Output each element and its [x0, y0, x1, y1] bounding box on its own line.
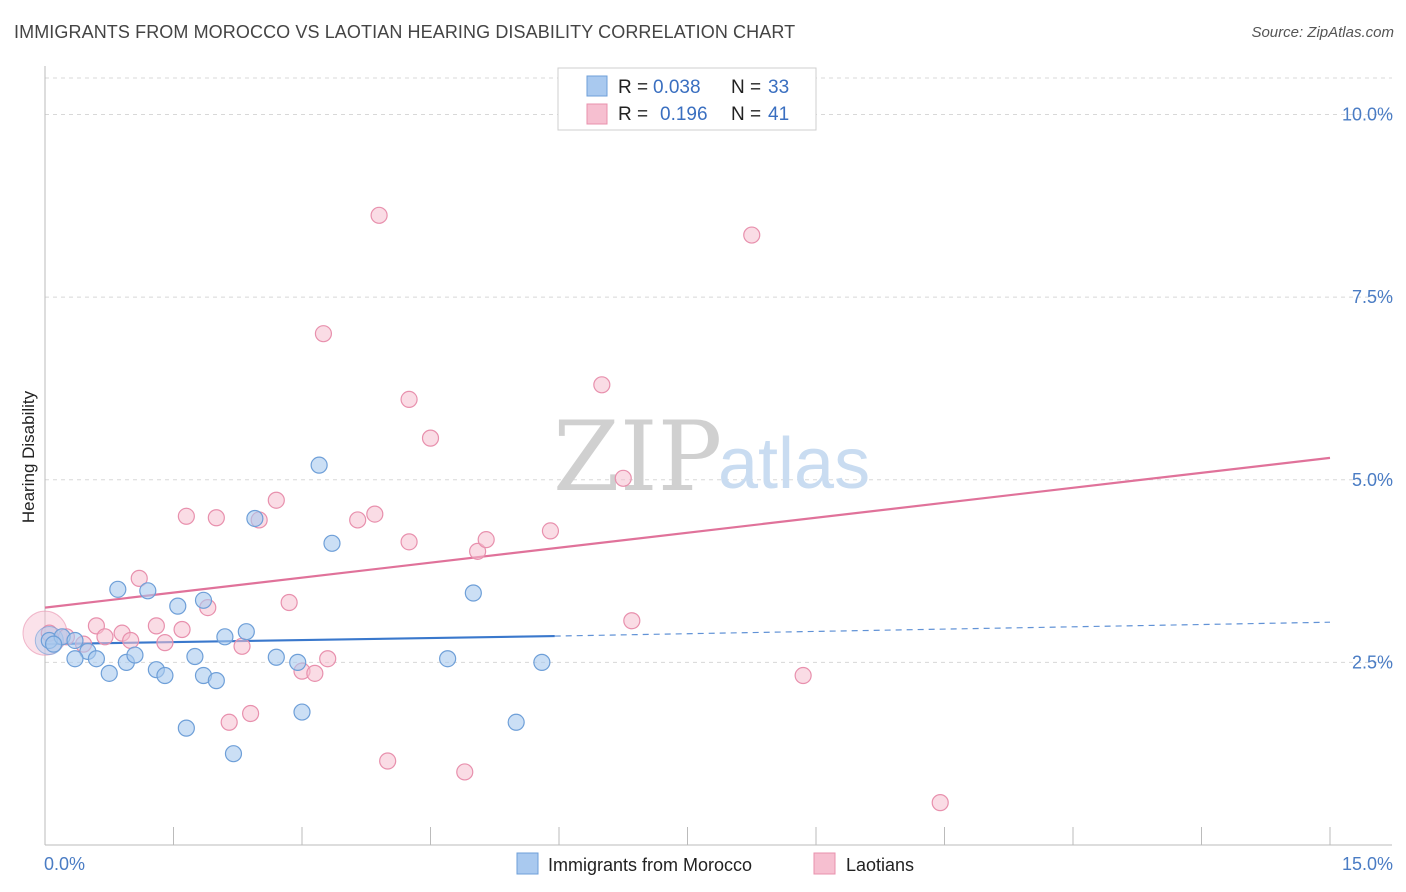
y-tick-label-3: 10.0% [1342, 105, 1393, 125]
bottom-legend-label-pink: Laotians [846, 855, 914, 875]
legend-r-value-2: 0.196 [660, 104, 708, 125]
laotians-point-8 [147, 617, 165, 635]
laotians-point-14 [220, 713, 238, 731]
laotians-point-27 [379, 752, 397, 770]
watermark: ZIP atlas [553, 401, 870, 513]
laotians-point-26 [370, 206, 388, 224]
y-tick-label-1: 5.0% [1352, 470, 1393, 490]
legend-n-value-2: 41 [768, 104, 789, 125]
legend-swatch-pink [586, 103, 608, 125]
legend-r-label-2: R = [618, 104, 648, 125]
laotians-point-29 [400, 390, 418, 409]
laotians-point-38 [743, 226, 761, 244]
y-axis-title: Hearing Disability [19, 390, 38, 523]
morocco-point-10 [139, 582, 157, 600]
bottom-legend-label-blue: Immigrants from Morocco [548, 855, 752, 875]
laotians-point-19 [280, 593, 298, 612]
morocco-point-17 [216, 628, 234, 646]
watermark-zip: ZIP [553, 401, 722, 513]
morocco-point-19 [224, 745, 243, 763]
legend-r-value-1: 0.038 [653, 77, 701, 98]
legend-n-value-1: 33 [768, 77, 789, 98]
morocco-point-7 [109, 580, 127, 598]
laotians-point-13 [207, 509, 225, 527]
laotians-point-39 [794, 666, 812, 685]
bottom-legend-swatch-blue [516, 852, 539, 875]
laotians-trend-line [44, 456, 1331, 609]
morocco-point-28 [439, 650, 457, 668]
laotians-point-7 [130, 569, 148, 587]
laotians-point-22 [319, 650, 337, 668]
morocco-point-29 [464, 584, 482, 602]
morocco-point-2 [66, 631, 84, 650]
morocco-point-24 [289, 653, 307, 671]
morocco-point-25 [293, 703, 311, 721]
laotians-point-23 [314, 325, 333, 343]
morocco-point-4 [87, 650, 106, 668]
morocco-trend-extension [554, 621, 1331, 637]
morocco-points [34, 456, 551, 763]
bottom-legend-swatch-pink [813, 852, 836, 875]
morocco-point-26 [310, 456, 328, 474]
laotians-point-21 [306, 664, 324, 682]
morocco-point-22 [246, 509, 264, 528]
morocco-point-18 [177, 719, 195, 737]
laotians-point-6 [122, 631, 140, 650]
y-tick-label-2: 7.5% [1352, 287, 1393, 307]
laotians-point-30 [421, 429, 440, 447]
legend-n-label-2: N = [731, 104, 761, 125]
morocco-point-32 [44, 635, 63, 653]
watermark-atlas: atlas [718, 424, 870, 504]
morocco-point-21 [237, 623, 255, 641]
morocco-point-14 [186, 647, 204, 666]
source-label: Source: ZipAtlas.com [1251, 24, 1394, 41]
morocco-point-30 [533, 653, 551, 671]
morocco-point-6 [100, 664, 118, 682]
laotians-point-15 [233, 637, 251, 655]
laotians-point-33 [477, 531, 495, 549]
laotians-point-40 [931, 794, 949, 812]
laotians-point-36 [614, 469, 632, 487]
laotians-point-9 [156, 634, 174, 652]
laotians-point-16 [242, 704, 260, 723]
laotians-point-37 [623, 612, 641, 630]
morocco-point-13 [169, 597, 187, 615]
morocco-point-31 [507, 713, 525, 731]
laotians-point-32 [469, 542, 487, 560]
laotians-point-10 [173, 620, 191, 639]
laotians-point-11 [177, 507, 195, 525]
bottom-legend: Immigrants from Morocco Laotians [516, 852, 914, 875]
grid [45, 77, 1392, 663]
legend-n-label-1: N = [731, 77, 761, 98]
y-tick-label-0: 2.5% [1352, 652, 1393, 672]
axes [44, 66, 1392, 846]
tick-labels: 2.5% 5.0% 7.5% 10.0% 0.0% 15.0% [44, 105, 1393, 874]
morocco-point-27 [323, 534, 341, 552]
morocco-point-23 [267, 648, 285, 666]
laotians-point-34 [541, 522, 560, 540]
chart-title: IMMIGRANTS FROM MOROCCO VS LAOTIAN HEARI… [14, 22, 796, 42]
morocco-point-5 [66, 650, 84, 668]
laotians-point-31 [456, 763, 474, 781]
morocco-point-12 [156, 666, 174, 685]
legend-swatch-blue [586, 75, 608, 97]
morocco-point-16 [207, 672, 225, 690]
laotians-point-24 [349, 511, 367, 529]
laotians-point-25 [366, 505, 384, 523]
laotians-point-18 [267, 491, 285, 509]
legend-r-label-1: R = [618, 77, 648, 98]
x-tick-label-1: 15.0% [1342, 854, 1393, 874]
x-tick-label-0: 0.0% [44, 854, 85, 874]
morocco-point-9 [126, 646, 144, 664]
laotians-point-35 [593, 376, 611, 394]
laotians-point-4 [96, 628, 114, 646]
laotians-points [22, 206, 949, 812]
legend: R = 0.038 N = 33 R = 0.196 N = 41 [557, 67, 817, 131]
laotians-point-28 [400, 533, 418, 551]
morocco-point-20 [194, 591, 213, 609]
